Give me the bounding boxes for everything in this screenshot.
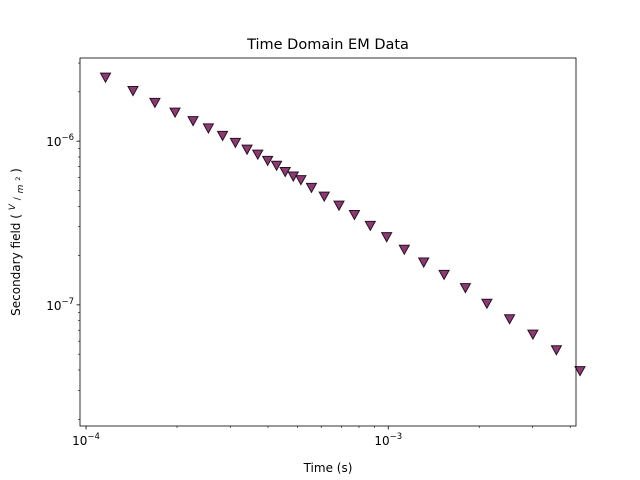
y-tick-label: 10−6 bbox=[46, 133, 74, 149]
x-tick-label: 10−3 bbox=[374, 432, 402, 448]
data-point bbox=[481, 298, 493, 310]
data-point bbox=[270, 160, 283, 172]
data-point bbox=[149, 97, 161, 109]
y-axis-label-den-sup: 2 bbox=[14, 177, 22, 181]
data-point bbox=[216, 130, 229, 142]
data-point bbox=[503, 314, 516, 325]
y-axis-label-num: V bbox=[8, 203, 18, 210]
data-point bbox=[348, 210, 361, 221]
data-point bbox=[398, 244, 411, 256]
data-point bbox=[417, 257, 430, 269]
chart-title: Time Domain EM Data bbox=[246, 37, 409, 53]
data-point bbox=[438, 269, 450, 281]
x-axis-label: Time (s) bbox=[303, 461, 353, 475]
axis-ticks: 10−4 10−3 10−7 10−6 bbox=[46, 62, 571, 448]
data-point bbox=[287, 171, 300, 183]
data-point bbox=[127, 86, 139, 97]
data-point bbox=[550, 345, 563, 356]
x-tick-label: 10−4 bbox=[72, 432, 100, 448]
data-point bbox=[305, 182, 318, 194]
data-points bbox=[99, 72, 586, 377]
data-point bbox=[251, 149, 264, 161]
data-point bbox=[380, 232, 393, 243]
svg-text:Secondary field ( V: Secondary field ( V / m 2 ) bbox=[4, 168, 26, 316]
data-point bbox=[229, 137, 242, 149]
data-point bbox=[333, 200, 345, 212]
y-tick-label: 10−7 bbox=[46, 297, 74, 313]
data-point bbox=[187, 116, 199, 127]
data-point bbox=[459, 283, 472, 294]
data-point bbox=[241, 144, 253, 156]
data-point bbox=[364, 220, 377, 232]
data-point bbox=[202, 123, 215, 134]
data-point bbox=[99, 72, 112, 84]
data-point bbox=[527, 329, 539, 341]
plot-frame bbox=[79, 57, 577, 427]
data-point bbox=[295, 175, 307, 186]
y-axis-label-suffix: ) bbox=[9, 168, 23, 173]
y-axis-label: Secondary field ( V / m 2 ) bbox=[4, 168, 26, 316]
data-point bbox=[574, 366, 586, 377]
data-point bbox=[261, 155, 274, 167]
data-point bbox=[279, 167, 292, 178]
y-axis-label-den: m bbox=[16, 184, 26, 193]
data-point bbox=[318, 191, 331, 203]
y-axis-label-prefix: Secondary field ( bbox=[9, 214, 23, 316]
data-point bbox=[169, 107, 181, 119]
